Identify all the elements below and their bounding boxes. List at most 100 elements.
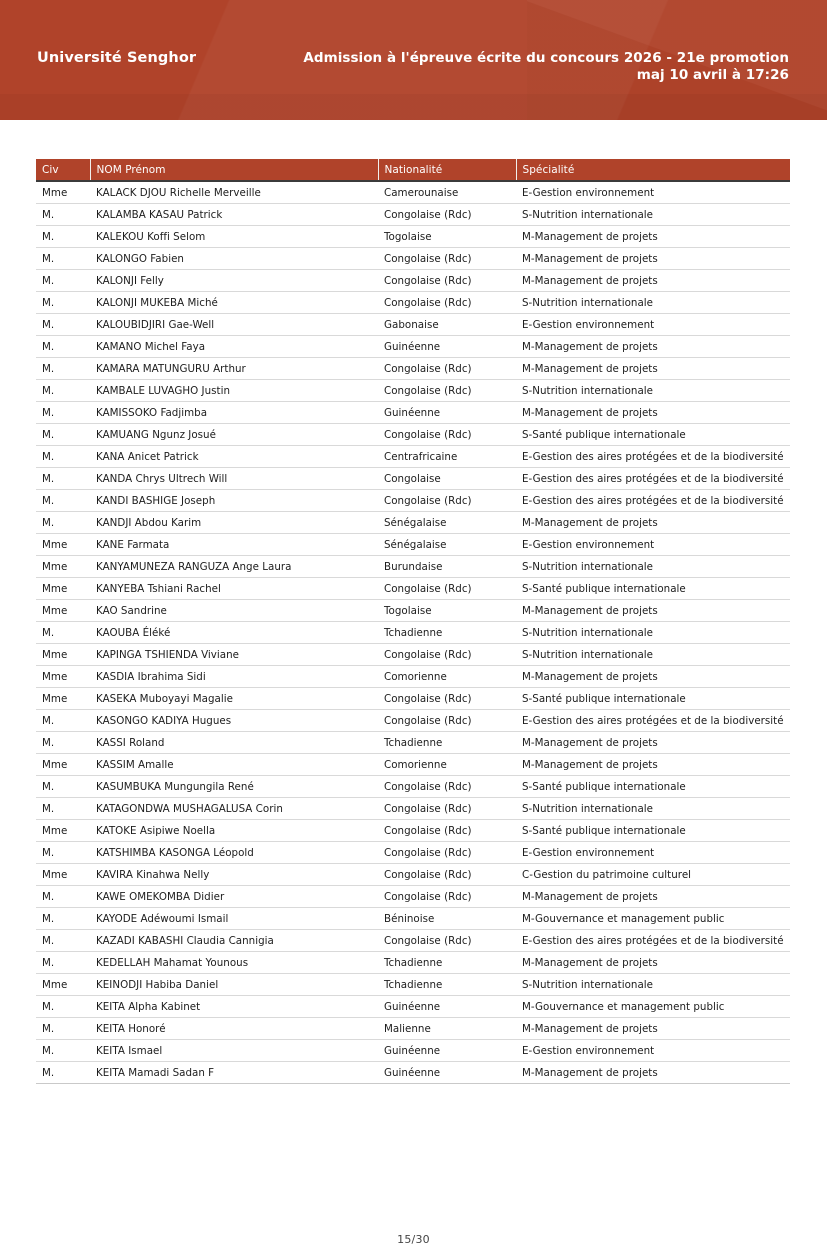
cell-nationality: Congolaise (Rdc) bbox=[378, 379, 516, 402]
cell-nationality: Congolaise (Rdc) bbox=[378, 687, 516, 710]
cell-nationality: Burundaise bbox=[378, 555, 516, 578]
cell-specialty: M-Management de projets bbox=[516, 731, 790, 754]
cell-name: KANYEBA Tshiani Rachel bbox=[90, 577, 378, 600]
cell-nationality: Guinéenne bbox=[378, 995, 516, 1018]
cell-specialty: M-Management de projets bbox=[516, 665, 790, 688]
cell-specialty: S-Nutrition internationale bbox=[516, 621, 790, 644]
table-row: Mme KALACK DJOU Richelle Merveille Camerou… bbox=[36, 181, 790, 204]
cell-name: KALACK DJOU Richelle Merveille bbox=[90, 181, 378, 204]
table-row: Mme KATOKE Asipiwe Noella Congolaise (Rdc)… bbox=[36, 819, 790, 842]
table-row: M. KATSHIMBA KASONGA Léopold Congolaise (R… bbox=[36, 841, 790, 864]
cell-nationality: Comorienne bbox=[378, 753, 516, 776]
cell-name: KALONGO Fabien bbox=[90, 247, 378, 270]
cell-civ: Mme bbox=[36, 555, 90, 578]
cell-civ: M. bbox=[36, 357, 90, 380]
table-row: M. KALONJI MUKEBA Miché Congolaise (Rdc) S-… bbox=[36, 291, 790, 314]
cell-name: KATSHIMBA KASONGA Léopold bbox=[90, 841, 378, 864]
cell-specialty: C-Gestion du patrimoine culturel bbox=[516, 863, 790, 886]
cell-specialty: M-Management de projets bbox=[516, 1017, 790, 1040]
table-row: Mme KANYAMUNEZA RANGUZA Ange Laura Burunda… bbox=[36, 555, 790, 578]
cell-name: KAYODE Adéwoumi Ismail bbox=[90, 907, 378, 930]
cell-civ: M. bbox=[36, 225, 90, 248]
cell-nationality: Congolaise (Rdc) bbox=[378, 291, 516, 314]
document-update-timestamp: maj 10 avril à 17:26 bbox=[636, 67, 789, 83]
header-title-block: Admission à l'épreuve écrite du concours… bbox=[303, 50, 789, 84]
table-row: M. KASSI Roland Tchadienne M-Management de … bbox=[36, 731, 790, 754]
cell-civ: M. bbox=[36, 885, 90, 908]
table-row: M. KEITA Ismael Guinéenne E-Gestion environ… bbox=[36, 1039, 790, 1062]
table-row: M. KEITA Mamadi Sadan F Guinéenne M-Managem… bbox=[36, 1061, 790, 1084]
cell-nationality: Guinéenne bbox=[378, 1061, 516, 1084]
cell-specialty: S-Nutrition internationale bbox=[516, 973, 790, 996]
table-row: Mme KAPINGA TSHIENDA Viviane Congolaise (R… bbox=[36, 643, 790, 666]
table-row: M. KEITA Honoré Malienne M-Management de pr… bbox=[36, 1017, 790, 1040]
cell-specialty: M-Management de projets bbox=[516, 1061, 790, 1084]
cell-name: KATOKE Asipiwe Noella bbox=[90, 819, 378, 842]
table-row: M. KALEKOU Koffi Selom Togolaise M-Manageme… bbox=[36, 225, 790, 248]
table-row: M. KALONGO Fabien Congolaise (Rdc) M-Manage… bbox=[36, 247, 790, 270]
cell-civ: M. bbox=[36, 335, 90, 358]
cell-name: KEINODJI Habiba Daniel bbox=[90, 973, 378, 996]
cell-civ: Mme bbox=[36, 687, 90, 710]
cell-name: KAMISSOKO Fadjimba bbox=[90, 401, 378, 424]
cell-civ: M. bbox=[36, 731, 90, 754]
table-row: Mme KAO Sandrine Togolaise M-Management de … bbox=[36, 599, 790, 622]
cell-name: KANE Farmata bbox=[90, 533, 378, 556]
cell-nationality: Gabonaise bbox=[378, 313, 516, 336]
cell-name: KANDI BASHIGE Joseph bbox=[90, 489, 378, 512]
cell-name: KATAGONDWA MUSHAGALUSA Corin bbox=[90, 797, 378, 820]
document-title: Admission à l'épreuve écrite du concours… bbox=[303, 50, 789, 66]
cell-nationality: Sénégalaise bbox=[378, 511, 516, 534]
cell-civ: M. bbox=[36, 379, 90, 402]
cell-specialty: S-Santé publique internationale bbox=[516, 577, 790, 600]
table-body: Mme KALACK DJOU Richelle Merveille Camerou… bbox=[36, 181, 790, 1084]
cell-specialty: M-Management de projets bbox=[516, 335, 790, 358]
cell-name: KASONGO KADIYA Hugues bbox=[90, 709, 378, 732]
cell-nationality: Congolaise (Rdc) bbox=[378, 643, 516, 666]
cell-civ: M. bbox=[36, 445, 90, 468]
cell-specialty: M-Management de projets bbox=[516, 511, 790, 534]
cell-nationality: Comorienne bbox=[378, 665, 516, 688]
table-row: M. KAMARA MATUNGURU Arthur Congolaise (Rdc… bbox=[36, 357, 790, 380]
cell-civ: M. bbox=[36, 775, 90, 798]
cell-civ: M. bbox=[36, 401, 90, 424]
cell-specialty: S-Santé publique internationale bbox=[516, 819, 790, 842]
cell-civ: Mme bbox=[36, 577, 90, 600]
cell-specialty: S-Santé publique internationale bbox=[516, 687, 790, 710]
table-head: Civ NOM Prénom Nationalité Spécialité bbox=[36, 159, 790, 181]
cell-nationality: Congolaise (Rdc) bbox=[378, 489, 516, 512]
cell-name: KASUMBUKA Mungungila René bbox=[90, 775, 378, 798]
cell-specialty: E-Gestion environnement bbox=[516, 181, 790, 204]
cell-specialty: M-Management de projets bbox=[516, 225, 790, 248]
cell-civ: M. bbox=[36, 907, 90, 930]
cell-name: KAWE OMEKOMBA Didier bbox=[90, 885, 378, 908]
page-header-band: Université Senghor Admission à l'épreuve… bbox=[0, 0, 827, 120]
candidates-table: Civ NOM Prénom Nationalité Spécialité Mm… bbox=[36, 159, 790, 1084]
cell-name: KANA Anicet Patrick bbox=[90, 445, 378, 468]
cell-civ: M. bbox=[36, 203, 90, 226]
cell-name: KEDELLAH Mahamat Younous bbox=[90, 951, 378, 974]
cell-name: KEITA Mamadi Sadan F bbox=[90, 1061, 378, 1084]
cell-nationality: Guinéenne bbox=[378, 1039, 516, 1062]
cell-nationality: Guinéenne bbox=[378, 401, 516, 424]
cell-civ: M. bbox=[36, 1017, 90, 1040]
cell-nationality: Togolaise bbox=[378, 225, 516, 248]
cell-name: KALONJI MUKEBA Miché bbox=[90, 291, 378, 314]
table-row: Mme KAVIRA Kinahwa Nelly Congolaise (Rdc) C… bbox=[36, 863, 790, 886]
cell-civ: M. bbox=[36, 1039, 90, 1062]
cell-specialty: E-Gestion environnement bbox=[516, 841, 790, 864]
cell-specialty: M-Management de projets bbox=[516, 247, 790, 270]
cell-nationality: Congolaise (Rdc) bbox=[378, 863, 516, 886]
cell-nationality: Malienne bbox=[378, 1017, 516, 1040]
cell-specialty: E-Gestion des aires protégées et de la b… bbox=[516, 709, 790, 732]
cell-specialty: M-Gouvernance et management public bbox=[516, 907, 790, 930]
cell-specialty: S-Nutrition internationale bbox=[516, 797, 790, 820]
cell-specialty: E-Gestion des aires protégées et de la b… bbox=[516, 467, 790, 490]
table-row: Mme KANE Farmata Sénégalaise E-Gestion envi… bbox=[36, 533, 790, 556]
cell-civ: Mme bbox=[36, 863, 90, 886]
table-row: M. KEDELLAH Mahamat Younous Tchadienne M-Ma… bbox=[36, 951, 790, 974]
cell-specialty: S-Santé publique internationale bbox=[516, 775, 790, 798]
column-header-nationality: Nationalité bbox=[378, 159, 517, 181]
table-header-row: Civ NOM Prénom Nationalité Spécialité bbox=[36, 159, 790, 181]
cell-specialty: E-Gestion environnement bbox=[516, 1039, 790, 1062]
